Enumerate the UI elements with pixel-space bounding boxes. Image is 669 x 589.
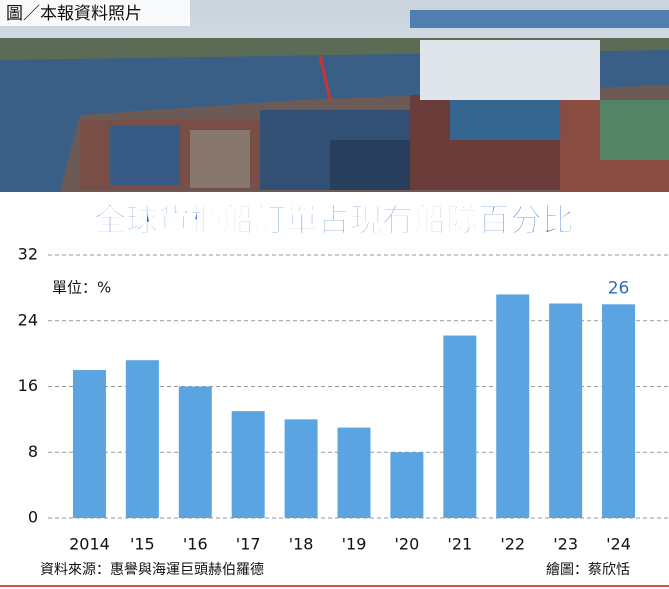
bar xyxy=(178,386,212,518)
bar xyxy=(549,303,583,518)
x-tick-label: '16 xyxy=(183,535,208,554)
bar xyxy=(443,335,477,518)
y-tick-label: 24 xyxy=(18,310,38,329)
bar xyxy=(602,304,636,518)
x-tick-label: '22 xyxy=(500,535,525,554)
x-tick-label: '21 xyxy=(447,535,472,554)
y-tick-label: 16 xyxy=(18,376,38,395)
x-tick-label: '15 xyxy=(130,535,155,554)
bar xyxy=(390,452,424,518)
y-tick-label: 8 xyxy=(28,442,38,461)
value-label: 26 xyxy=(608,278,630,298)
x-tick-label: '20 xyxy=(395,535,420,554)
x-tick-label: '19 xyxy=(342,535,367,554)
bar xyxy=(231,411,265,518)
bar xyxy=(337,427,371,518)
x-tick-label: 2014 xyxy=(69,535,110,554)
bar xyxy=(496,294,530,518)
chart-title: 全球貨櫃船訂單占現有船隊百分比 xyxy=(93,201,574,239)
y-tick-label: 0 xyxy=(28,508,38,527)
unit-label: 單位：% xyxy=(52,279,111,297)
x-tick-label: '23 xyxy=(553,535,578,554)
photo-caption: 圖／本報資料照片 xyxy=(6,4,142,24)
source: 資料來源：惠譽與海運巨頭赫伯羅德 xyxy=(40,562,264,578)
credit: 繪圖：蔡欣恬 xyxy=(546,561,630,578)
bar xyxy=(284,419,318,518)
bar xyxy=(72,370,106,518)
x-tick-label: '17 xyxy=(236,535,261,554)
y-tick-label: 32 xyxy=(18,245,38,264)
bar xyxy=(125,360,159,518)
x-tick-label: '24 xyxy=(606,535,631,554)
x-tick-label: '18 xyxy=(289,535,314,554)
photo: 圖／本報資料照片 xyxy=(0,0,669,192)
